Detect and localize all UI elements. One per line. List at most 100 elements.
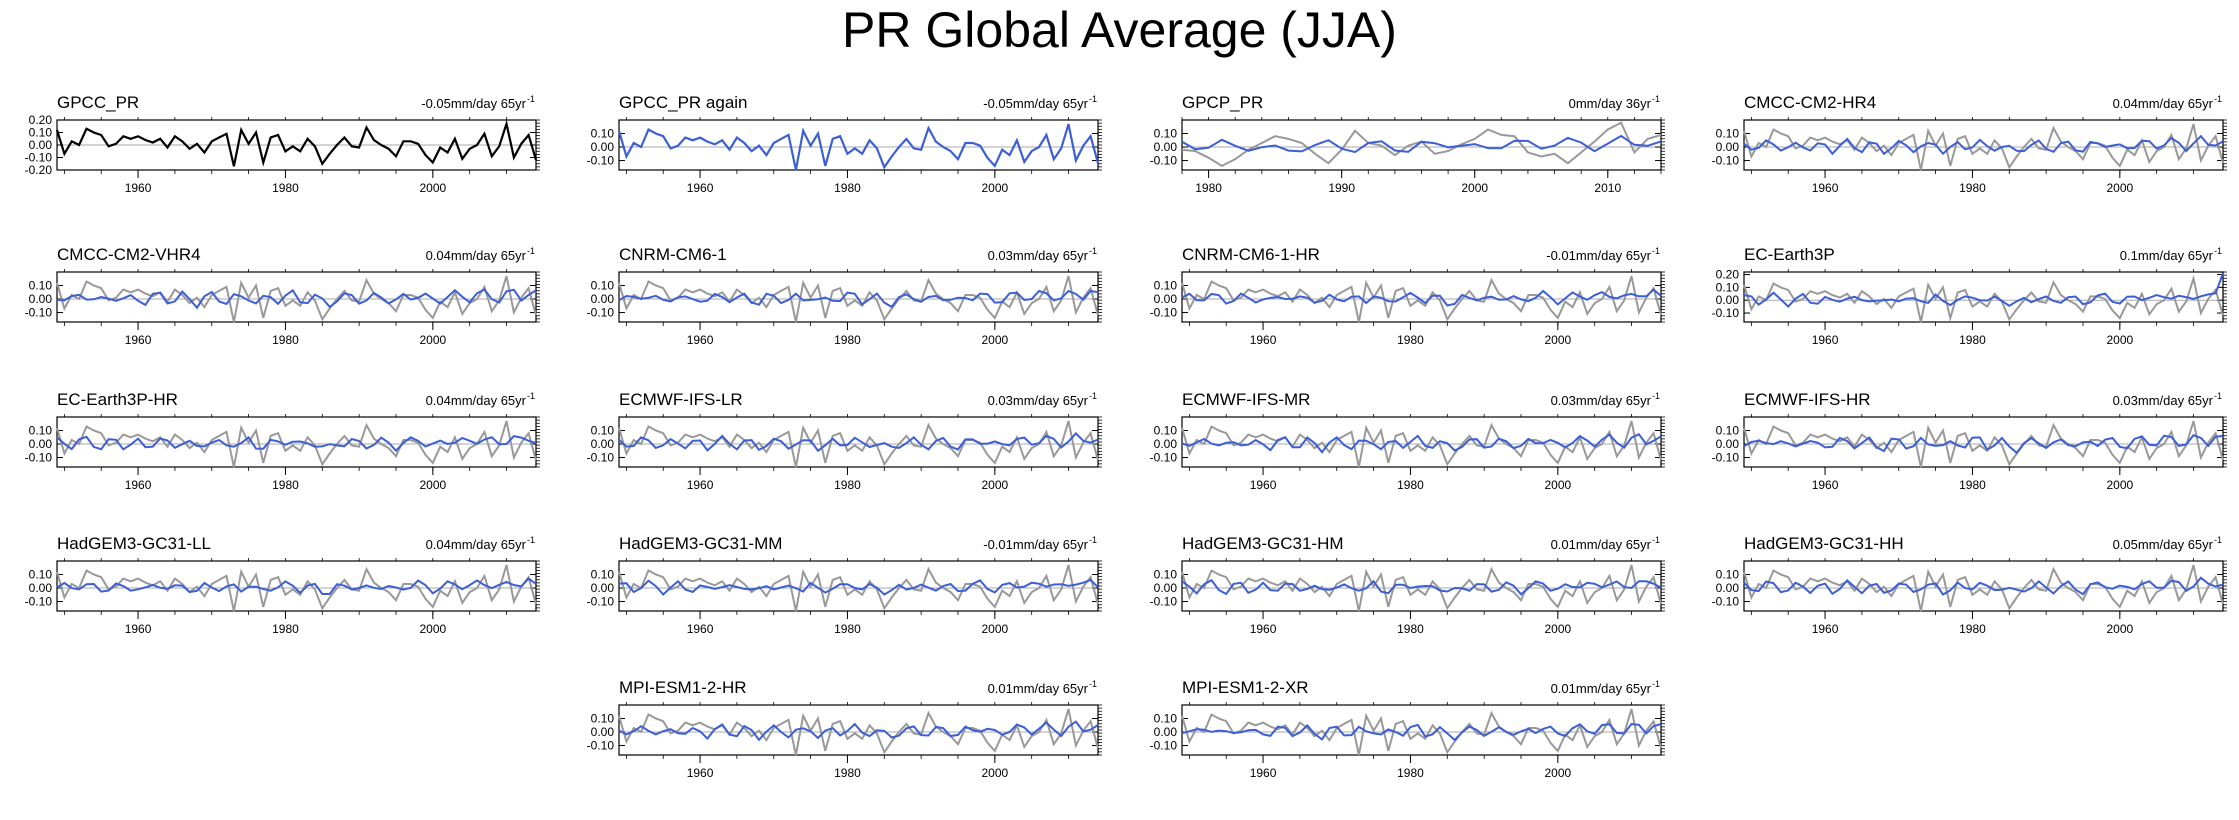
x-tick-label: 2000 <box>981 766 1008 780</box>
x-tick-label: 2000 <box>419 181 446 195</box>
x-tick-label: 1980 <box>1397 333 1424 347</box>
series-line-model <box>56 288 537 310</box>
y-tick-label: 0.00 <box>29 437 53 451</box>
series-line-model <box>1743 272 2224 309</box>
y-tick-label: 0.00 <box>1716 581 1740 595</box>
y-tick-label: 0.20 <box>29 113 53 127</box>
series-line-model <box>1181 722 1662 742</box>
panel-gpcc-pr-again: GPCC_PR again -0.05mm/day 65yr -1 0.100.00-… <box>587 93 1102 195</box>
panel-hadgem3-gc31-hm: HadGEM3-GC31-HM 0.01mm/day 65yr -1 0.100.00… <box>1150 534 1665 636</box>
panel-title: GPCC_PR <box>57 93 139 112</box>
x-tick-label: 1960 <box>687 333 714 347</box>
x-tick-label: 2000 <box>2106 478 2133 492</box>
y-tick-label: -0.10 <box>25 595 53 609</box>
y-tick-label: 0.10 <box>29 126 53 140</box>
panel-trend: 0.04mm/day 65yr <box>2113 96 2214 111</box>
panel-trend: 0.04mm/day 65yr <box>426 248 527 263</box>
series-line-obs <box>618 420 1099 468</box>
x-tick-label: 1990 <box>1328 181 1355 195</box>
y-tick-label: 0.10 <box>1154 279 1178 293</box>
x-tick-label: 1960 <box>687 622 714 636</box>
series-line-obs <box>1743 274 2224 323</box>
series-line-model <box>1743 134 2224 156</box>
panel-trend: 0.01mm/day 65yr <box>988 681 1089 696</box>
x-tick-label: 2000 <box>981 181 1008 195</box>
panel-title: EC-Earth3P-HR <box>57 390 178 409</box>
y-tick-label: 0.00 <box>1716 293 1740 307</box>
x-tick-label: 1960 <box>125 478 152 492</box>
series-line-obs <box>1181 121 1662 168</box>
y-tick-label: 0.10 <box>1154 568 1178 582</box>
x-tick-label: 2000 <box>419 478 446 492</box>
panel-gpcp-pr: GPCP_PR 0mm/day 36yr -1 0.100.00-0.10 1980 19… <box>1150 93 1665 195</box>
y-tick-label: 0.00 <box>591 437 615 451</box>
series-line-model <box>618 578 1099 596</box>
y-tick-label: 0.10 <box>29 424 53 438</box>
y-tick-label: -0.10 <box>25 151 53 165</box>
x-tick-label: 2000 <box>981 622 1008 636</box>
panel-title: HadGEM3-GC31-MM <box>619 534 782 553</box>
panel-trend: 0.03mm/day 65yr <box>2113 393 2214 408</box>
y-tick-label: 0.10 <box>1154 127 1178 141</box>
y-tick-label: 0.00 <box>29 292 53 306</box>
x-tick-label: 2000 <box>981 478 1008 492</box>
panel-title: GPCP_PR <box>1182 93 1263 112</box>
y-tick-label: 0.10 <box>591 279 615 293</box>
x-tick-label: 2000 <box>2106 622 2133 636</box>
panel-trend: 0.03mm/day 65yr <box>988 248 1089 263</box>
panel-title: HadGEM3-GC31-LL <box>57 534 211 553</box>
panel-trend-exponent: -1 <box>1652 679 1660 689</box>
panel-ecmwf-ifs-lr: ECMWF-IFS-LR 0.03mm/day 65yr -1 0.100.00-0.… <box>587 390 1102 492</box>
x-tick-label: 2000 <box>1544 766 1571 780</box>
x-tick-label: 1980 <box>834 333 861 347</box>
panel-trend-exponent: -1 <box>2214 94 2222 104</box>
y-tick-label: -0.10 <box>587 154 615 168</box>
y-tick-label: -0.10 <box>1712 306 1740 320</box>
panel-cmcc-cm2-vhr4: CMCC-CM2-VHR4 0.04mm/day 65yr -1 0.100.00-0… <box>25 245 540 347</box>
x-tick-label: 2000 <box>1544 622 1571 636</box>
x-tick-label: 1980 <box>1397 766 1424 780</box>
panel-title: CNRM-CM6-1 <box>619 245 727 264</box>
panel-title: CNRM-CM6-1-HR <box>1182 245 1320 264</box>
panel-trend-exponent: -1 <box>1652 246 1660 256</box>
panel-hadgem3-gc31-ll: HadGEM3-GC31-LL 0.04mm/day 65yr -1 0.100.00… <box>25 534 540 636</box>
y-tick-label: 0.20 <box>1716 268 1740 282</box>
series-line-obs <box>618 275 1099 323</box>
x-tick-label: 2000 <box>2106 333 2133 347</box>
page-title: PR Global Average (JJA) <box>842 2 1397 58</box>
series-line-obs <box>1743 420 2224 468</box>
panel-trend-exponent: -1 <box>1652 391 1660 401</box>
y-tick-label: 0.00 <box>1716 437 1740 451</box>
x-tick-label: 1960 <box>125 333 152 347</box>
y-tick-label: -0.10 <box>1712 595 1740 609</box>
x-tick-label: 2000 <box>2106 181 2133 195</box>
series-line-obs <box>55 119 538 167</box>
x-tick-label: 1980 <box>272 622 299 636</box>
x-tick-label: 1980 <box>272 478 299 492</box>
x-tick-label: 1960 <box>1250 478 1277 492</box>
x-tick-label: 2000 <box>981 333 1008 347</box>
y-tick-label: -0.10 <box>587 306 615 320</box>
panel-title: EC-Earth3P <box>1744 245 1835 264</box>
panel-trend-exponent: -1 <box>1089 94 1097 104</box>
panel-trend-exponent: -1 <box>527 246 535 256</box>
x-tick-label: 1980 <box>1397 478 1424 492</box>
panel-hadgem3-gc31-hh: HadGEM3-GC31-HH 0.05mm/day 65yr -1 0.100.00… <box>1712 534 2227 636</box>
plot-frame <box>618 271 1099 323</box>
y-tick-label: 0.10 <box>591 424 615 438</box>
panel-title: GPCC_PR again <box>619 93 748 112</box>
series-line-model <box>1181 578 1662 596</box>
x-tick-label: 1980 <box>1397 622 1424 636</box>
panel-trend-exponent: -1 <box>2214 391 2222 401</box>
panel-trend: 0.05mm/day 65yr <box>2113 537 2214 552</box>
panel-trend-exponent: -1 <box>1652 535 1660 545</box>
x-tick-label: 1980 <box>272 333 299 347</box>
panel-trend-exponent: -1 <box>1089 535 1097 545</box>
panel-title: MPI-ESM1-2-HR <box>619 678 747 697</box>
y-tick-label: -0.10 <box>587 451 615 465</box>
panel-trend-exponent: -1 <box>527 391 535 401</box>
y-tick-label: -0.10 <box>1150 306 1178 320</box>
y-tick-label: -0.10 <box>1150 739 1178 753</box>
panel-cnrm-cm6-1: CNRM-CM6-1 0.03mm/day 65yr -1 0.100.00-0.10… <box>587 245 1102 347</box>
x-tick-label: 2010 <box>1594 181 1621 195</box>
